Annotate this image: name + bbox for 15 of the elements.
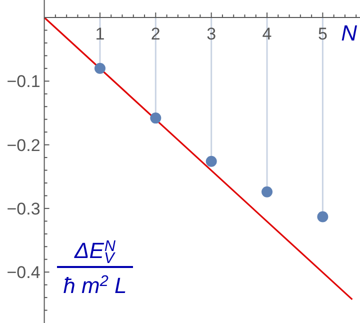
y-tick-label: −0.2 xyxy=(6,136,40,155)
x-tick-label: 2 xyxy=(150,24,160,44)
y-tick-label: −0.4 xyxy=(6,263,40,282)
y-tick-label: −0.1 xyxy=(6,72,40,92)
y-tick-label: −0.3 xyxy=(6,199,40,218)
point xyxy=(94,62,106,74)
point xyxy=(262,186,273,198)
x-tick-label: 5 xyxy=(318,24,328,44)
point xyxy=(206,156,217,167)
x-axis-title: N xyxy=(341,20,358,46)
x-tick-label: 1 xyxy=(95,24,105,44)
point xyxy=(150,112,162,124)
x-tick-label: 4 xyxy=(262,24,272,44)
point xyxy=(317,211,328,222)
x-tick-label: 3 xyxy=(206,24,216,44)
